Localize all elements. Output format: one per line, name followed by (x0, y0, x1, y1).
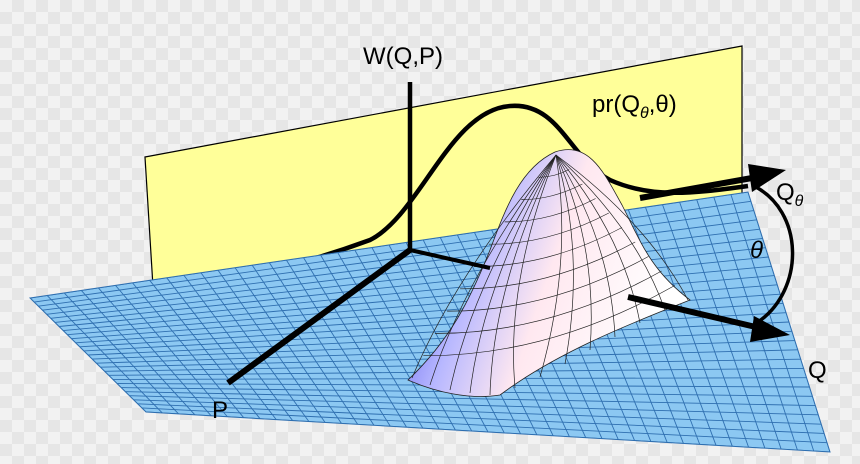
surface-mesh-line (555, 154, 666, 311)
surface-mesh-line (473, 227, 623, 267)
grid-line (30, 192, 749, 299)
grid-line (83, 312, 787, 352)
projection-label: pr(Qθ,θ) (592, 91, 677, 122)
grid-line (129, 395, 819, 416)
surface-mesh-line (488, 212, 609, 245)
grid-line (141, 407, 828, 444)
grid-line (87, 321, 790, 356)
surface-mesh-line (449, 154, 557, 391)
p-axis-label: P (212, 397, 228, 424)
surface-mesh-line (411, 154, 557, 379)
surface-mesh-line (504, 198, 596, 223)
grid-line (34, 200, 751, 303)
grid-line (79, 302, 784, 348)
wigner-surface (407, 149, 691, 397)
q-axis (627, 294, 761, 331)
q-theta-axis (639, 175, 753, 201)
surface-mesh-line (539, 154, 563, 378)
grid-line (42, 219, 757, 311)
surface-mesh-line (538, 169, 570, 178)
surface-mesh-line (555, 154, 689, 301)
surface-mesh-line (555, 154, 641, 324)
surface-mesh-line (555, 154, 574, 365)
grid-line (125, 391, 816, 407)
surface-mesh-line (460, 241, 636, 290)
surface-mesh-line (447, 256, 649, 312)
surface-mesh-line (429, 154, 557, 386)
theta-label: θ (750, 237, 763, 264)
surface-mesh-line (555, 154, 616, 338)
p-axis (226, 247, 412, 386)
surface-mesh-line (521, 183, 583, 200)
theta-arc (751, 183, 795, 324)
q-theta-label: Qθ (776, 179, 804, 210)
surface-mesh-line (469, 154, 557, 394)
q-axis-stub (409, 248, 491, 270)
w-axis-label: W(Q,P) (363, 43, 443, 70)
q-theta-arrowhead (748, 164, 786, 192)
surface-mesh-line (434, 270, 662, 334)
grid-line (137, 403, 825, 434)
surface-mesh-line (513, 154, 557, 389)
surface-mesh-line (489, 154, 557, 396)
q-axis-label: Q (808, 357, 827, 384)
grid-line (133, 399, 822, 425)
